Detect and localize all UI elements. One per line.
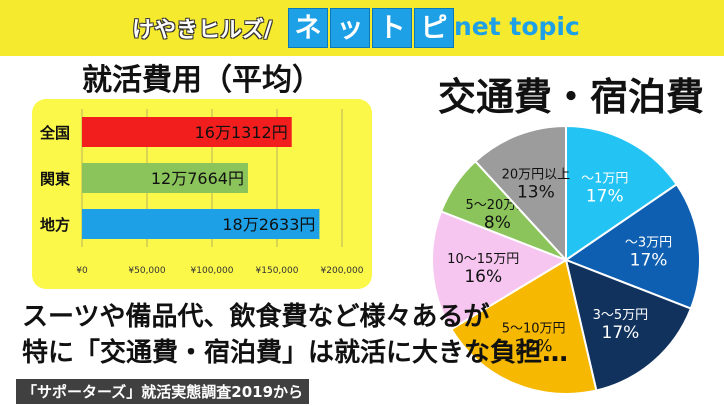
slice-label: 5〜10万円 [502, 322, 566, 337]
slice-label: 3〜5万円 [593, 308, 649, 323]
bar [82, 163, 248, 193]
bar-chart: ¥0 ¥50,000 ¥100,000 ¥150,000 ¥200,000 全国 16万13… [32, 99, 372, 289]
bar-value-label: 18万2633円 [222, 215, 315, 234]
bar-value-label: 12万7664円 [151, 169, 244, 188]
logo-char-2: ッ [330, 8, 370, 48]
bar-chart-title: 就活費用（平均） [82, 63, 322, 98]
caption-line-2: 特に「交通費・宿泊費」は就活に大きな負担… [22, 338, 569, 368]
x-tick-label: ¥50,000 [128, 266, 165, 276]
bar [82, 209, 320, 239]
pie-chart: 〜1万円17%〜3万円17%3〜5万円17%5〜10万円22%10〜15万円16… [431, 124, 701, 395]
slice-value-label: 22% [515, 337, 553, 357]
x-tick-label: ¥150,000 [256, 266, 299, 276]
x-tick-label: ¥200,000 [321, 266, 364, 276]
x-tick-label: ¥0 [76, 266, 88, 276]
bar-value-label: 16万1312円 [195, 123, 288, 142]
pie-chart-title: 交通費・宿泊費 [438, 75, 705, 119]
logo-char-1: ネ [288, 8, 328, 48]
pie-slice [563, 182, 701, 310]
brand-title: けやきヒルズ/ [132, 18, 273, 43]
slice-value-label: 17% [602, 323, 640, 343]
slice-value-label: 16% [464, 267, 502, 287]
caption-line-1: スーツや備品代、飲食費など様々あるが [22, 302, 490, 332]
pie-slice [565, 124, 679, 262]
category-label: 全国 [39, 124, 70, 142]
pie-slice [564, 258, 693, 392]
slice-label: 20万円以上 [502, 168, 571, 183]
pie-slice [473, 124, 567, 263]
logo-subtitle: net topic [454, 12, 580, 41]
pie-slice [449, 258, 598, 395]
pie-slice [431, 210, 569, 331]
slice-value-label: 17% [630, 251, 668, 271]
slice-label: 10〜15万円 [447, 252, 519, 267]
slice-label: 〜1万円 [581, 172, 628, 187]
slice-value-label: 13% [517, 183, 555, 203]
x-tick-label: ¥100,000 [191, 266, 234, 276]
category-label: 関東 [40, 170, 70, 188]
logo-char-4: ピ [414, 8, 454, 48]
slice-value-label: 17% [586, 187, 624, 207]
bar [82, 117, 292, 147]
slice-value-label: 8% [484, 213, 511, 233]
header-banner: けやきヒルズ/ ネ ッ ト ピ net topic [0, 0, 724, 56]
source-note: 「サポーターズ」就活実態調査2019から [16, 379, 309, 404]
category-label: 地方 [40, 216, 70, 234]
logo-char-3: ト [372, 8, 412, 48]
slice-label: 〜3万円 [625, 236, 672, 251]
